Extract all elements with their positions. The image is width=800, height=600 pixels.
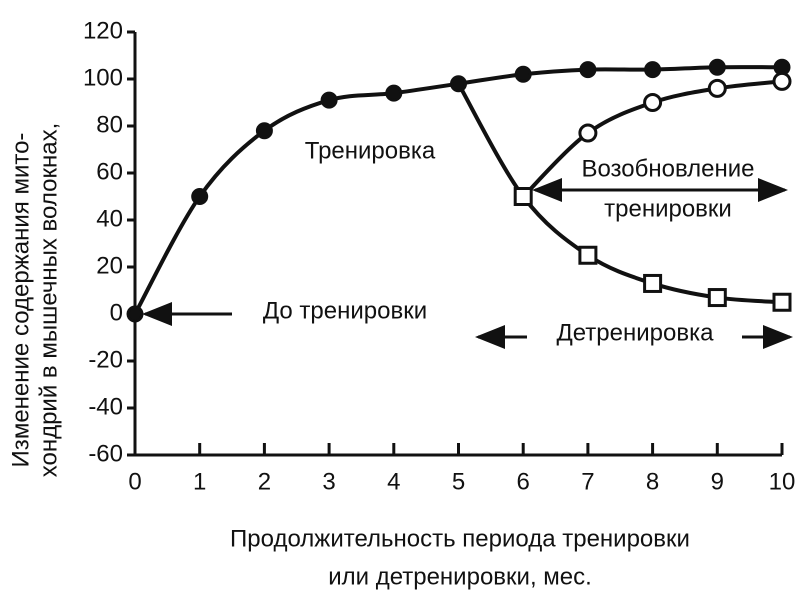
point [644, 61, 662, 79]
point [643, 93, 663, 112]
x-tick-label: 7 [581, 468, 594, 495]
annotation: Тренировка [305, 137, 436, 164]
annotation: тренировки [604, 195, 732, 222]
y-tick-label: 60 [96, 158, 123, 185]
point [772, 292, 792, 312]
x-tick-label: 2 [258, 468, 271, 495]
x-tick-label: 5 [452, 468, 465, 495]
x-label-line: Продолжительность периода тренировки [230, 525, 690, 552]
y-tick-label: 40 [96, 205, 123, 232]
point [643, 273, 663, 293]
point [578, 123, 598, 143]
x-tick-label: 9 [711, 468, 724, 495]
point [708, 58, 726, 76]
y-tick-label: -20 [88, 346, 123, 373]
y-label-line: Изменение содержания мито- [7, 133, 34, 468]
point [320, 91, 338, 109]
annotation: До тренировки [263, 297, 427, 324]
point [385, 84, 403, 102]
x-tick-label: 4 [387, 468, 400, 495]
y-tick-label: 100 [83, 64, 123, 91]
y-tick-label: -60 [88, 440, 123, 467]
y-tick-label: 0 [110, 299, 123, 326]
point [707, 288, 727, 308]
point [126, 305, 144, 323]
y-axis-label: Изменение содержания мито- хондрий в мыш… [7, 123, 62, 478]
y-tick-label: 20 [96, 252, 123, 279]
point [579, 61, 597, 79]
point [255, 122, 273, 140]
point [514, 65, 532, 83]
annotation-arrows [142, 178, 793, 349]
x-tick-label: 10 [769, 468, 796, 495]
point [513, 187, 533, 206]
point [772, 71, 792, 91]
x-tick-label: 6 [517, 468, 530, 495]
x-tick-label: 3 [322, 468, 335, 495]
y-tick-label: 80 [96, 111, 123, 138]
y-label-line: хондрий в мышечных волокнах, [35, 123, 62, 478]
point [450, 75, 467, 93]
x-tick-label: 1 [193, 468, 206, 495]
point [191, 188, 209, 205]
x-tick-label: 0 [128, 468, 141, 495]
y-tick-label: 120 [83, 17, 123, 44]
x-label-line: или детренировки, мес. [328, 563, 592, 590]
annotation: Возобновление [581, 155, 754, 182]
point [578, 245, 598, 265]
annotation: Детренировка [557, 319, 715, 346]
x-tick-label: 8 [646, 468, 659, 495]
point [707, 78, 727, 98]
y-tick-label: -40 [88, 393, 123, 420]
